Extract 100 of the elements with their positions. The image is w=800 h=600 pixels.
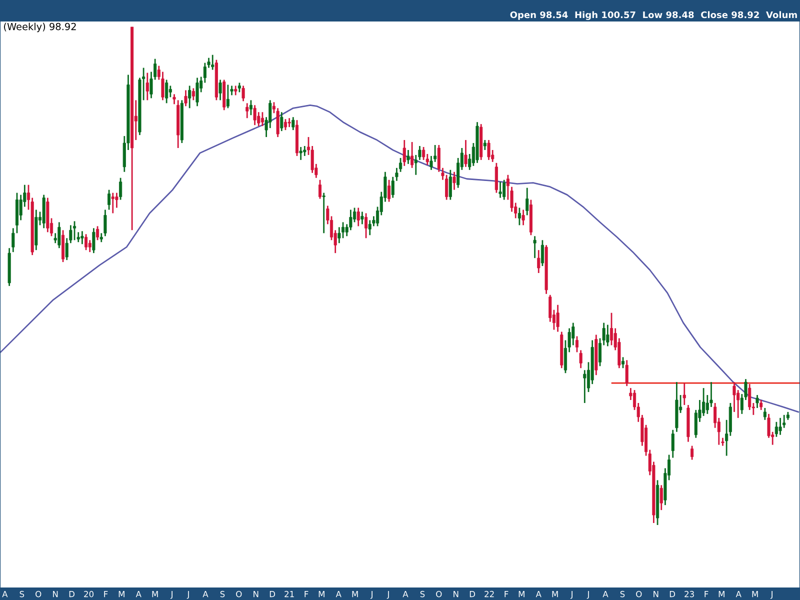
- candlestick: [540, 239, 544, 267]
- candlestick: [606, 324, 610, 347]
- x-tick-label: 21: [284, 590, 294, 598]
- candlestick: [322, 192, 326, 234]
- candlestick: [58, 222, 61, 249]
- x-tick-label: M: [552, 591, 558, 598]
- x-tick-label: A: [402, 591, 408, 598]
- candlestick: [84, 233, 88, 251]
- x-tick-label: N: [254, 591, 258, 598]
- candlestick: [242, 85, 245, 102]
- x-tick-label: S: [620, 590, 625, 598]
- candlestick: [660, 484, 663, 511]
- candlestick: [483, 139, 486, 151]
- candlestick: [12, 227, 15, 253]
- candlestick: [196, 77, 199, 107]
- x-tick-label: J: [570, 591, 572, 599]
- candlestick: [518, 207, 521, 226]
- x-tick-label: D: [670, 591, 676, 598]
- candlestick: [111, 192, 114, 214]
- x-tick-label: M: [518, 591, 524, 598]
- x-tick-label: M: [752, 591, 758, 598]
- candlestick: [621, 356, 625, 369]
- candlestick: [487, 139, 490, 161]
- candlestick: [188, 85, 192, 109]
- text: Open 98.54 High 100.57 Low 98.48 Close 98.92 Volum: [510, 11, 797, 20]
- candlestick: [448, 169, 452, 200]
- x-tick-label: M: [318, 591, 324, 598]
- x-tick-label: F: [504, 591, 508, 598]
- candlestick: [338, 226, 341, 244]
- candlestick: [583, 369, 586, 404]
- candlestick: [146, 72, 149, 101]
- x-tick-label: F: [104, 591, 108, 598]
- x-tick-label: A: [736, 591, 742, 598]
- x-tick-label: M: [118, 591, 124, 598]
- candlestick: [299, 146, 302, 161]
- x-tick-label: J: [170, 591, 172, 599]
- chart-title: (Weekly) 98.92: [4, 22, 76, 32]
- candlestick: [356, 207, 360, 227]
- candlestick: [249, 99, 252, 116]
- x-tick-label: O: [36, 590, 42, 598]
- x-tick-label: J: [770, 591, 772, 599]
- x-tick-label: N: [53, 591, 58, 598]
- candlestick: [108, 189, 111, 210]
- candlestick: [748, 383, 752, 411]
- x-tick-label: 22: [484, 590, 494, 598]
- candlestick: [238, 82, 241, 93]
- x-tick-label: M: [718, 591, 724, 598]
- x-tick-label: S: [220, 590, 225, 598]
- candlestick: [756, 394, 759, 409]
- x-tick-label: F: [704, 591, 708, 598]
- x-tick-label: D: [69, 591, 74, 598]
- x-tick-label: 20: [84, 590, 94, 598]
- candlestick: [165, 79, 168, 104]
- x-tick-label: J: [586, 591, 589, 599]
- x-tick-label: S: [20, 590, 24, 598]
- x-tick-label: M: [152, 591, 158, 598]
- candlestick: [360, 211, 364, 225]
- candlestick: [575, 336, 579, 353]
- candlestick: [774, 421, 778, 438]
- candlestick: [192, 88, 195, 101]
- candlestick: [211, 54, 214, 70]
- candlestick: [579, 350, 582, 369]
- x-tick-label: 23: [684, 590, 694, 598]
- x-tick-label: N: [454, 591, 458, 598]
- candlestick: [88, 239, 92, 253]
- candlestick: [292, 116, 295, 131]
- candlestick: [778, 417, 782, 436]
- x-tick-label: A: [336, 591, 342, 598]
- x-tick-label: A: [2, 591, 8, 598]
- candlestick: [422, 146, 426, 161]
- candlestick: [406, 149, 410, 165]
- x-tick-label: O: [436, 590, 442, 598]
- candlestick: [410, 141, 414, 169]
- candlestick: [61, 229, 65, 263]
- candlestick: [502, 179, 506, 200]
- x-tick-label: N: [654, 591, 658, 598]
- candlestick: [522, 209, 525, 226]
- x-tick-label: A: [136, 591, 142, 598]
- candlestick: [172, 94, 176, 105]
- candlestick: [610, 312, 614, 346]
- candlestick: [341, 222, 345, 239]
- candlestick: [284, 118, 288, 131]
- candlestick: [318, 179, 322, 200]
- x-tick-label: A: [536, 591, 542, 598]
- candlestick: [682, 382, 686, 406]
- candlestick: [526, 187, 529, 216]
- candlestick: [184, 90, 188, 107]
- x-tick-label: J: [370, 591, 372, 599]
- candlestick: [260, 111, 264, 127]
- candlestick: [671, 429, 674, 458]
- candlestick: [452, 171, 456, 191]
- x-tick-label: O: [636, 590, 642, 598]
- candlestick: [280, 111, 284, 132]
- candlestick: [537, 249, 540, 274]
- candlestick: [234, 85, 238, 96]
- candlestick: [388, 179, 391, 202]
- candlestick: [498, 181, 502, 198]
- candlestick: [218, 79, 222, 101]
- candlestick: [288, 117, 291, 128]
- x-tick-label: J: [186, 591, 189, 599]
